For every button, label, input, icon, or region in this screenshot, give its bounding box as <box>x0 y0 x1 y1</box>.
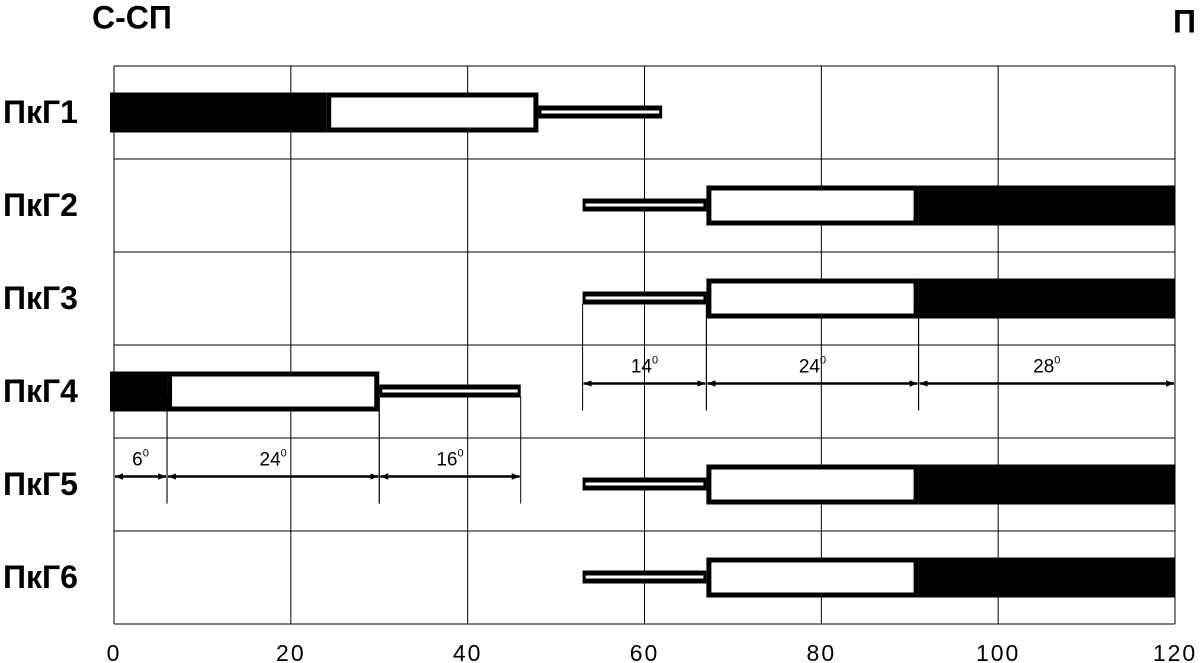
bar-thin <box>582 477 707 491</box>
bar-solid <box>918 464 1175 505</box>
dimension-unit: 0 <box>652 354 658 366</box>
bar-solid <box>110 92 327 133</box>
bar-thin <box>582 198 707 212</box>
bar-open <box>706 557 919 598</box>
dimension-label: 280 <box>1033 354 1060 377</box>
bar-thin-inner <box>585 203 704 207</box>
row-label: ПкГ3 <box>3 280 78 316</box>
dimension-unit: 0 <box>281 447 287 459</box>
bar-open <box>167 371 380 412</box>
dimension-unit: 0 <box>143 447 149 459</box>
dimension-label: 160 <box>436 447 463 470</box>
row-label: ПкГ4 <box>3 373 78 409</box>
dimension-value: 28 <box>1033 357 1054 378</box>
dimension-unit: 0 <box>1054 354 1060 366</box>
bar-open <box>706 278 919 319</box>
dimension-value: 14 <box>631 357 653 378</box>
title-left: С-СП <box>92 0 172 35</box>
bar-thin-inner <box>585 482 704 486</box>
bar-thin <box>582 570 707 584</box>
bar-thin-inner <box>585 296 704 300</box>
x-tick-label: 120 <box>1153 640 1197 663</box>
x-tick-label: 0 <box>107 640 122 663</box>
dimension-unit: 0 <box>820 354 826 366</box>
row-label: ПкГ2 <box>3 187 78 223</box>
bar-thin-inner <box>382 389 518 393</box>
x-tick-label: 60 <box>630 640 660 663</box>
dimension-label: 240 <box>799 354 826 377</box>
dimension-unit: 0 <box>457 447 463 459</box>
row-label: ПкГ1 <box>3 94 78 130</box>
bar-thin-inner <box>541 110 660 114</box>
bar-thin <box>538 105 663 119</box>
dimension-label: 240 <box>260 447 287 470</box>
bar-solid <box>918 278 1175 319</box>
row-label: ПкГ5 <box>3 466 78 502</box>
dimension-value: 6 <box>132 450 143 471</box>
title-right: П <box>1173 3 1196 39</box>
bar-solid <box>918 557 1175 598</box>
dimension-value: 24 <box>260 450 282 471</box>
bar-open <box>326 92 539 133</box>
dimension-label: 60 <box>132 447 149 470</box>
bar-solid <box>918 185 1175 226</box>
bar-solid <box>110 371 168 412</box>
bar-thin <box>582 291 707 305</box>
bar-open <box>706 464 919 505</box>
x-tick-label: 40 <box>453 640 483 663</box>
x-tick-label: 80 <box>807 640 837 663</box>
dimension-label: 140 <box>631 354 658 377</box>
bar-thin-inner <box>585 575 704 579</box>
x-tick-label: 20 <box>276 640 306 663</box>
dimension-value: 16 <box>436 450 457 471</box>
bar-thin <box>379 384 521 398</box>
row-label: ПкГ6 <box>3 559 78 595</box>
dimension-value: 24 <box>799 357 821 378</box>
bar-open <box>706 185 919 226</box>
x-tick-label: 100 <box>976 640 1020 663</box>
